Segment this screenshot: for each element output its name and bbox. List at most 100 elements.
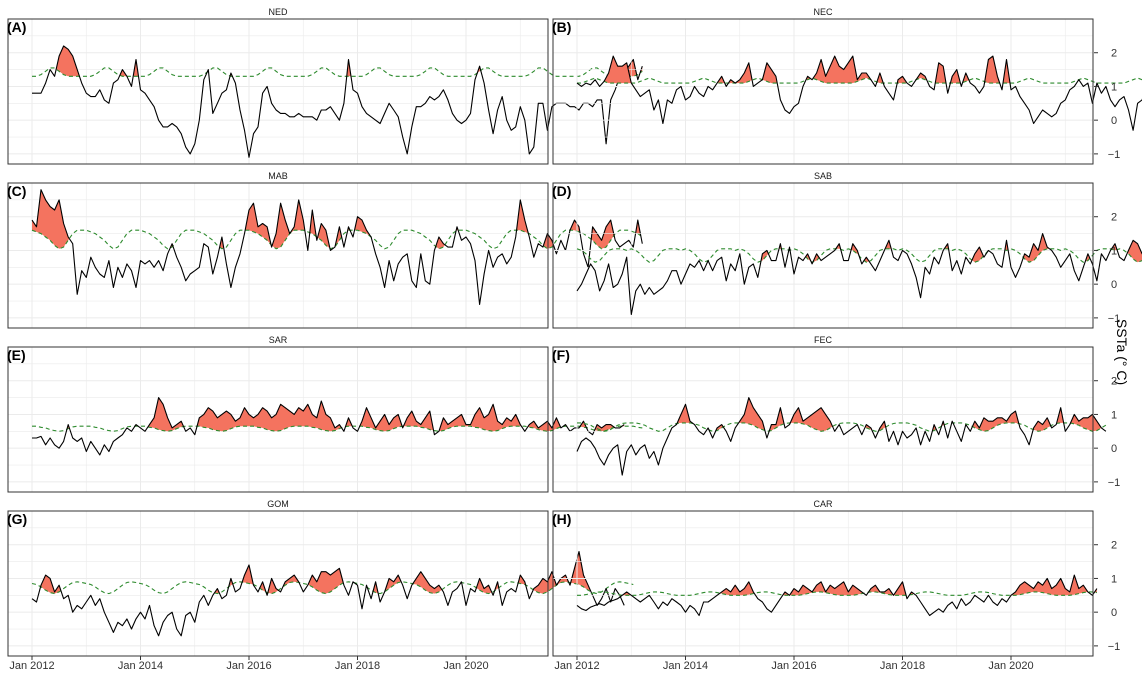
y-tick-label: 1 <box>1111 245 1117 257</box>
exceedance-area <box>272 203 290 249</box>
exceedance-area <box>282 575 300 587</box>
exceedance-area <box>345 417 353 427</box>
x-tick-label: Jan 2018 <box>335 660 380 672</box>
series-line-observed <box>576 233 1142 316</box>
x-axis-col-2: Jan 2012 Jan 2014 Jan 2016 Jan 2018 Jan 2020 <box>554 656 1034 672</box>
exceedance-area <box>245 203 272 245</box>
exceedance-area <box>317 223 330 249</box>
y-tick-label: 1 <box>1111 81 1117 93</box>
exceedance-area <box>897 76 907 84</box>
exceedance-area <box>438 404 522 432</box>
exceedance-area <box>876 73 884 84</box>
panel-border <box>7 18 549 165</box>
x-tick-label: Jan 2016 <box>226 660 271 672</box>
exceedance-area <box>384 575 402 592</box>
y-axis-row-4: −1 0 1 2 <box>1094 540 1120 653</box>
exceedance-area <box>591 220 615 249</box>
exceedance-area <box>40 575 61 594</box>
exceedance-area <box>412 571 442 594</box>
exceedance-area <box>580 421 587 428</box>
panel-sar: SAR (E) <box>7 335 643 493</box>
panel-border <box>7 510 549 657</box>
exceedance-area <box>715 424 724 431</box>
exceedance-area <box>604 56 632 84</box>
exceedance-area <box>1011 575 1088 596</box>
exceedance-area <box>214 588 220 594</box>
panel-border <box>7 346 549 493</box>
gridlines <box>8 183 548 328</box>
panel-title-mab: MAB <box>268 171 288 181</box>
exceedance-area <box>1111 243 1117 251</box>
y-tick-label: 2 <box>1111 540 1117 552</box>
exceedance-area <box>717 76 725 84</box>
x-tick-label: Jan 2016 <box>771 660 816 672</box>
exceedance-area <box>56 46 80 77</box>
exceedance-area <box>1127 240 1142 263</box>
y-tick-label: 1 <box>1111 573 1117 585</box>
x-tick-label: Jan 2020 <box>443 660 488 672</box>
y-tick-label: 0 <box>1111 115 1117 127</box>
exceedance-area <box>354 216 372 237</box>
gridlines <box>8 347 548 492</box>
exceedance-area <box>259 581 266 592</box>
gridlines <box>8 511 548 656</box>
panel-tag-c: (C) <box>7 183 26 199</box>
panel-title-nec: NEC <box>813 7 833 17</box>
exceedance-area <box>1003 59 1010 84</box>
panel-tag-b: (B) <box>552 19 571 35</box>
exceedance-area <box>476 578 492 594</box>
series-line-observed <box>32 45 643 158</box>
x-axis-col-1: Jan 2012 Jan 2014 Jan 2016 Jan 2018 Jan 2020 <box>9 656 489 672</box>
y-tick-label: 2 <box>1111 212 1117 224</box>
exceedance-area <box>1056 407 1064 424</box>
exceedance-area <box>133 59 139 77</box>
exceedance-area <box>950 69 961 84</box>
exceedance-area <box>289 199 305 234</box>
panel-border <box>7 182 549 329</box>
exceedance-area <box>32 189 70 249</box>
y-tick-label: 2 <box>1111 376 1117 388</box>
exceedance-area <box>735 62 753 84</box>
exceedance-area <box>738 397 765 431</box>
exceedance-area <box>1070 414 1102 432</box>
series-line-threshold <box>32 67 643 77</box>
series-line-threshold <box>31 229 643 250</box>
series-line-observed <box>31 189 643 305</box>
exceedance-area <box>219 237 224 249</box>
exceedance-area <box>761 250 769 262</box>
y-tick-label: 0 <box>1111 443 1117 455</box>
x-tick-label: Jan 2012 <box>9 660 54 672</box>
y-tick-label: 1 <box>1111 409 1117 421</box>
gridlines <box>553 19 1093 164</box>
panel-border <box>552 510 1094 657</box>
exceedance-area <box>865 424 872 430</box>
panel-title-fec: FEC <box>814 335 833 345</box>
panel-title-ned: NED <box>268 7 288 17</box>
y-axis-row-3: −1 0 1 2 <box>1094 376 1120 489</box>
y-tick-label: 2 <box>1111 48 1117 60</box>
panel-sab: SAB (D) <box>552 171 1142 329</box>
series-line-observed <box>31 550 625 637</box>
x-tick-label: Jan 2014 <box>118 660 163 672</box>
exceedance-area <box>556 575 569 586</box>
panel-border <box>552 182 1094 329</box>
panel-nec: NEC (B) <box>552 7 1142 165</box>
gridlines <box>553 511 1093 656</box>
series-line-observed <box>576 574 1098 617</box>
panel-tag-e: (E) <box>7 347 26 363</box>
exceedance-area <box>309 210 317 237</box>
exceedance-area <box>868 585 894 596</box>
y-tick-label: −1 <box>1108 313 1121 325</box>
panel-gom: GOM (G) <box>7 499 634 657</box>
exceedance-area <box>373 581 379 594</box>
y-tick-label: 0 <box>1111 607 1117 619</box>
series-line-observed <box>32 397 625 456</box>
series-line-observed <box>576 397 1107 476</box>
exceedance-area <box>242 565 254 585</box>
panel-title-sab: SAB <box>814 171 832 181</box>
exceedance-area <box>533 571 557 594</box>
y-axis-row-1: −1 0 1 2 <box>1094 48 1120 161</box>
panel-tag-g: (G) <box>7 511 27 527</box>
x-tick-label: Jan 2018 <box>880 660 925 672</box>
exceedance-area <box>984 56 1000 84</box>
